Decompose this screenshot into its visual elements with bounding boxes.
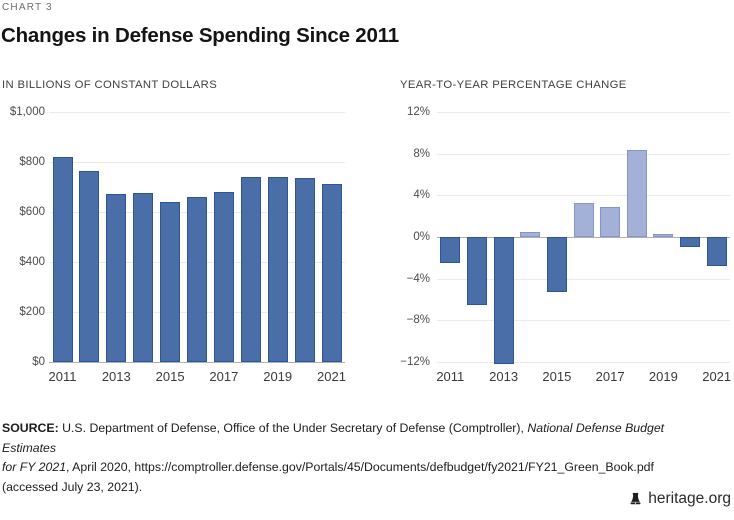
y-axis-label-right: −8% bbox=[406, 314, 430, 326]
gridline-right-−4% bbox=[437, 279, 730, 280]
chart-number: CHART 3 bbox=[2, 2, 53, 13]
y-axis-label-right: −4% bbox=[406, 273, 430, 285]
y-axis-label-left: $400 bbox=[19, 256, 45, 268]
bar-left-2021 bbox=[321, 183, 342, 362]
x-axis-label-right-2011: 2011 bbox=[436, 369, 465, 384]
bar-right-2011 bbox=[440, 237, 461, 263]
y-axis-label-left: $800 bbox=[19, 156, 45, 168]
source-text-segment: U.S. Department of Defense, Office of th… bbox=[62, 421, 528, 435]
bar-left-2018 bbox=[240, 177, 261, 363]
bar-left-2019 bbox=[267, 176, 288, 362]
bar-left-2020 bbox=[294, 178, 315, 363]
bar-right-2018 bbox=[626, 149, 647, 237]
bar-right-2016 bbox=[573, 202, 594, 237]
bar-right-2019 bbox=[653, 233, 674, 237]
bar-right-2021 bbox=[706, 237, 727, 267]
gridline-right-0% bbox=[437, 237, 730, 238]
gridline-left-$0 bbox=[49, 362, 345, 363]
gridline-right-12% bbox=[437, 112, 730, 113]
liberty-bell-icon bbox=[628, 492, 643, 507]
y-axis-label-right: 4% bbox=[413, 189, 430, 201]
source-line: (accessed July 23, 2021). bbox=[2, 478, 714, 498]
y-axis-label-left: $200 bbox=[19, 306, 45, 318]
source-note: SOURCE: U.S. Department of Defense, Offi… bbox=[2, 419, 714, 497]
source-text-segment: SOURCE: bbox=[2, 421, 63, 435]
y-axis-label-left: $0 bbox=[32, 356, 45, 368]
x-axis-label-right-2017: 2017 bbox=[595, 369, 625, 384]
bar-right-2012 bbox=[467, 237, 487, 305]
x-axis-label-right-2015: 2015 bbox=[542, 369, 572, 384]
bar-right-2013 bbox=[493, 237, 514, 365]
x-axis-label-left-2017: 2017 bbox=[209, 369, 239, 384]
bar-left-2014 bbox=[133, 193, 154, 362]
bar-right-2020 bbox=[680, 237, 700, 248]
y-axis-label-left: $600 bbox=[19, 206, 45, 218]
bar-left-2012 bbox=[79, 170, 100, 362]
bar-right-2014 bbox=[520, 231, 541, 237]
gridline-left-$800 bbox=[49, 162, 345, 163]
x-axis-label-left-2021: 2021 bbox=[317, 369, 346, 384]
x-axis-label-left-2011: 2011 bbox=[48, 369, 77, 384]
x-axis-label-right-2021: 2021 bbox=[702, 369, 732, 384]
bar-left-2017 bbox=[213, 191, 234, 362]
bar-right-2017 bbox=[600, 206, 621, 237]
source-line: SOURCE: U.S. Department of Defense, Offi… bbox=[2, 419, 714, 458]
bar-right-2015 bbox=[546, 237, 567, 293]
bar-left-2013 bbox=[106, 194, 127, 362]
source-text-segment: National Defense Budget Estimates bbox=[2, 421, 665, 455]
x-axis-label-right-2013: 2013 bbox=[489, 369, 519, 384]
x-axis-label-right-2019: 2019 bbox=[648, 369, 678, 384]
bar-left-2011 bbox=[52, 157, 73, 362]
gridline-right-4% bbox=[437, 195, 730, 196]
left-chart-subtitle: IN BILLIONS OF CONSTANT DOLLARS bbox=[2, 79, 218, 91]
page-title: Changes in Defense Spending Since 2011 bbox=[1, 24, 399, 47]
source-text-segment: (accessed July 23, 2021). bbox=[2, 479, 143, 494]
gridline-right-−12% bbox=[437, 362, 730, 363]
x-axis-label-left-2015: 2015 bbox=[155, 369, 185, 384]
source-line: for FY 2021, April 2020, https://comptro… bbox=[2, 458, 714, 478]
bar-left-2015 bbox=[160, 202, 181, 362]
x-axis-label-left-2013: 2013 bbox=[101, 369, 131, 384]
gridline-right-−8% bbox=[437, 320, 730, 321]
brand-text: heritage.org bbox=[648, 490, 731, 507]
y-axis-label-left: $1,000 bbox=[9, 106, 45, 118]
y-axis-label-right: 12% bbox=[406, 106, 430, 118]
x-axis-label-left-2019: 2019 bbox=[263, 369, 293, 384]
source-text-segment: for FY 2021 bbox=[2, 460, 67, 474]
right-chart-subtitle: YEAR-TO-YEAR PERCENTAGE CHANGE bbox=[400, 79, 627, 91]
source-text-segment: , April 2020, https://comptroller.defens… bbox=[66, 460, 654, 474]
brand: heritage.org bbox=[628, 490, 731, 508]
bar-left-2016 bbox=[187, 196, 207, 363]
gridline-left-$1,000 bbox=[49, 112, 345, 113]
y-axis-label-right: −12% bbox=[400, 356, 430, 368]
y-axis-label-right: 8% bbox=[413, 148, 430, 160]
gridline-right-8% bbox=[437, 154, 730, 155]
y-axis-label-right: 0% bbox=[413, 231, 430, 243]
